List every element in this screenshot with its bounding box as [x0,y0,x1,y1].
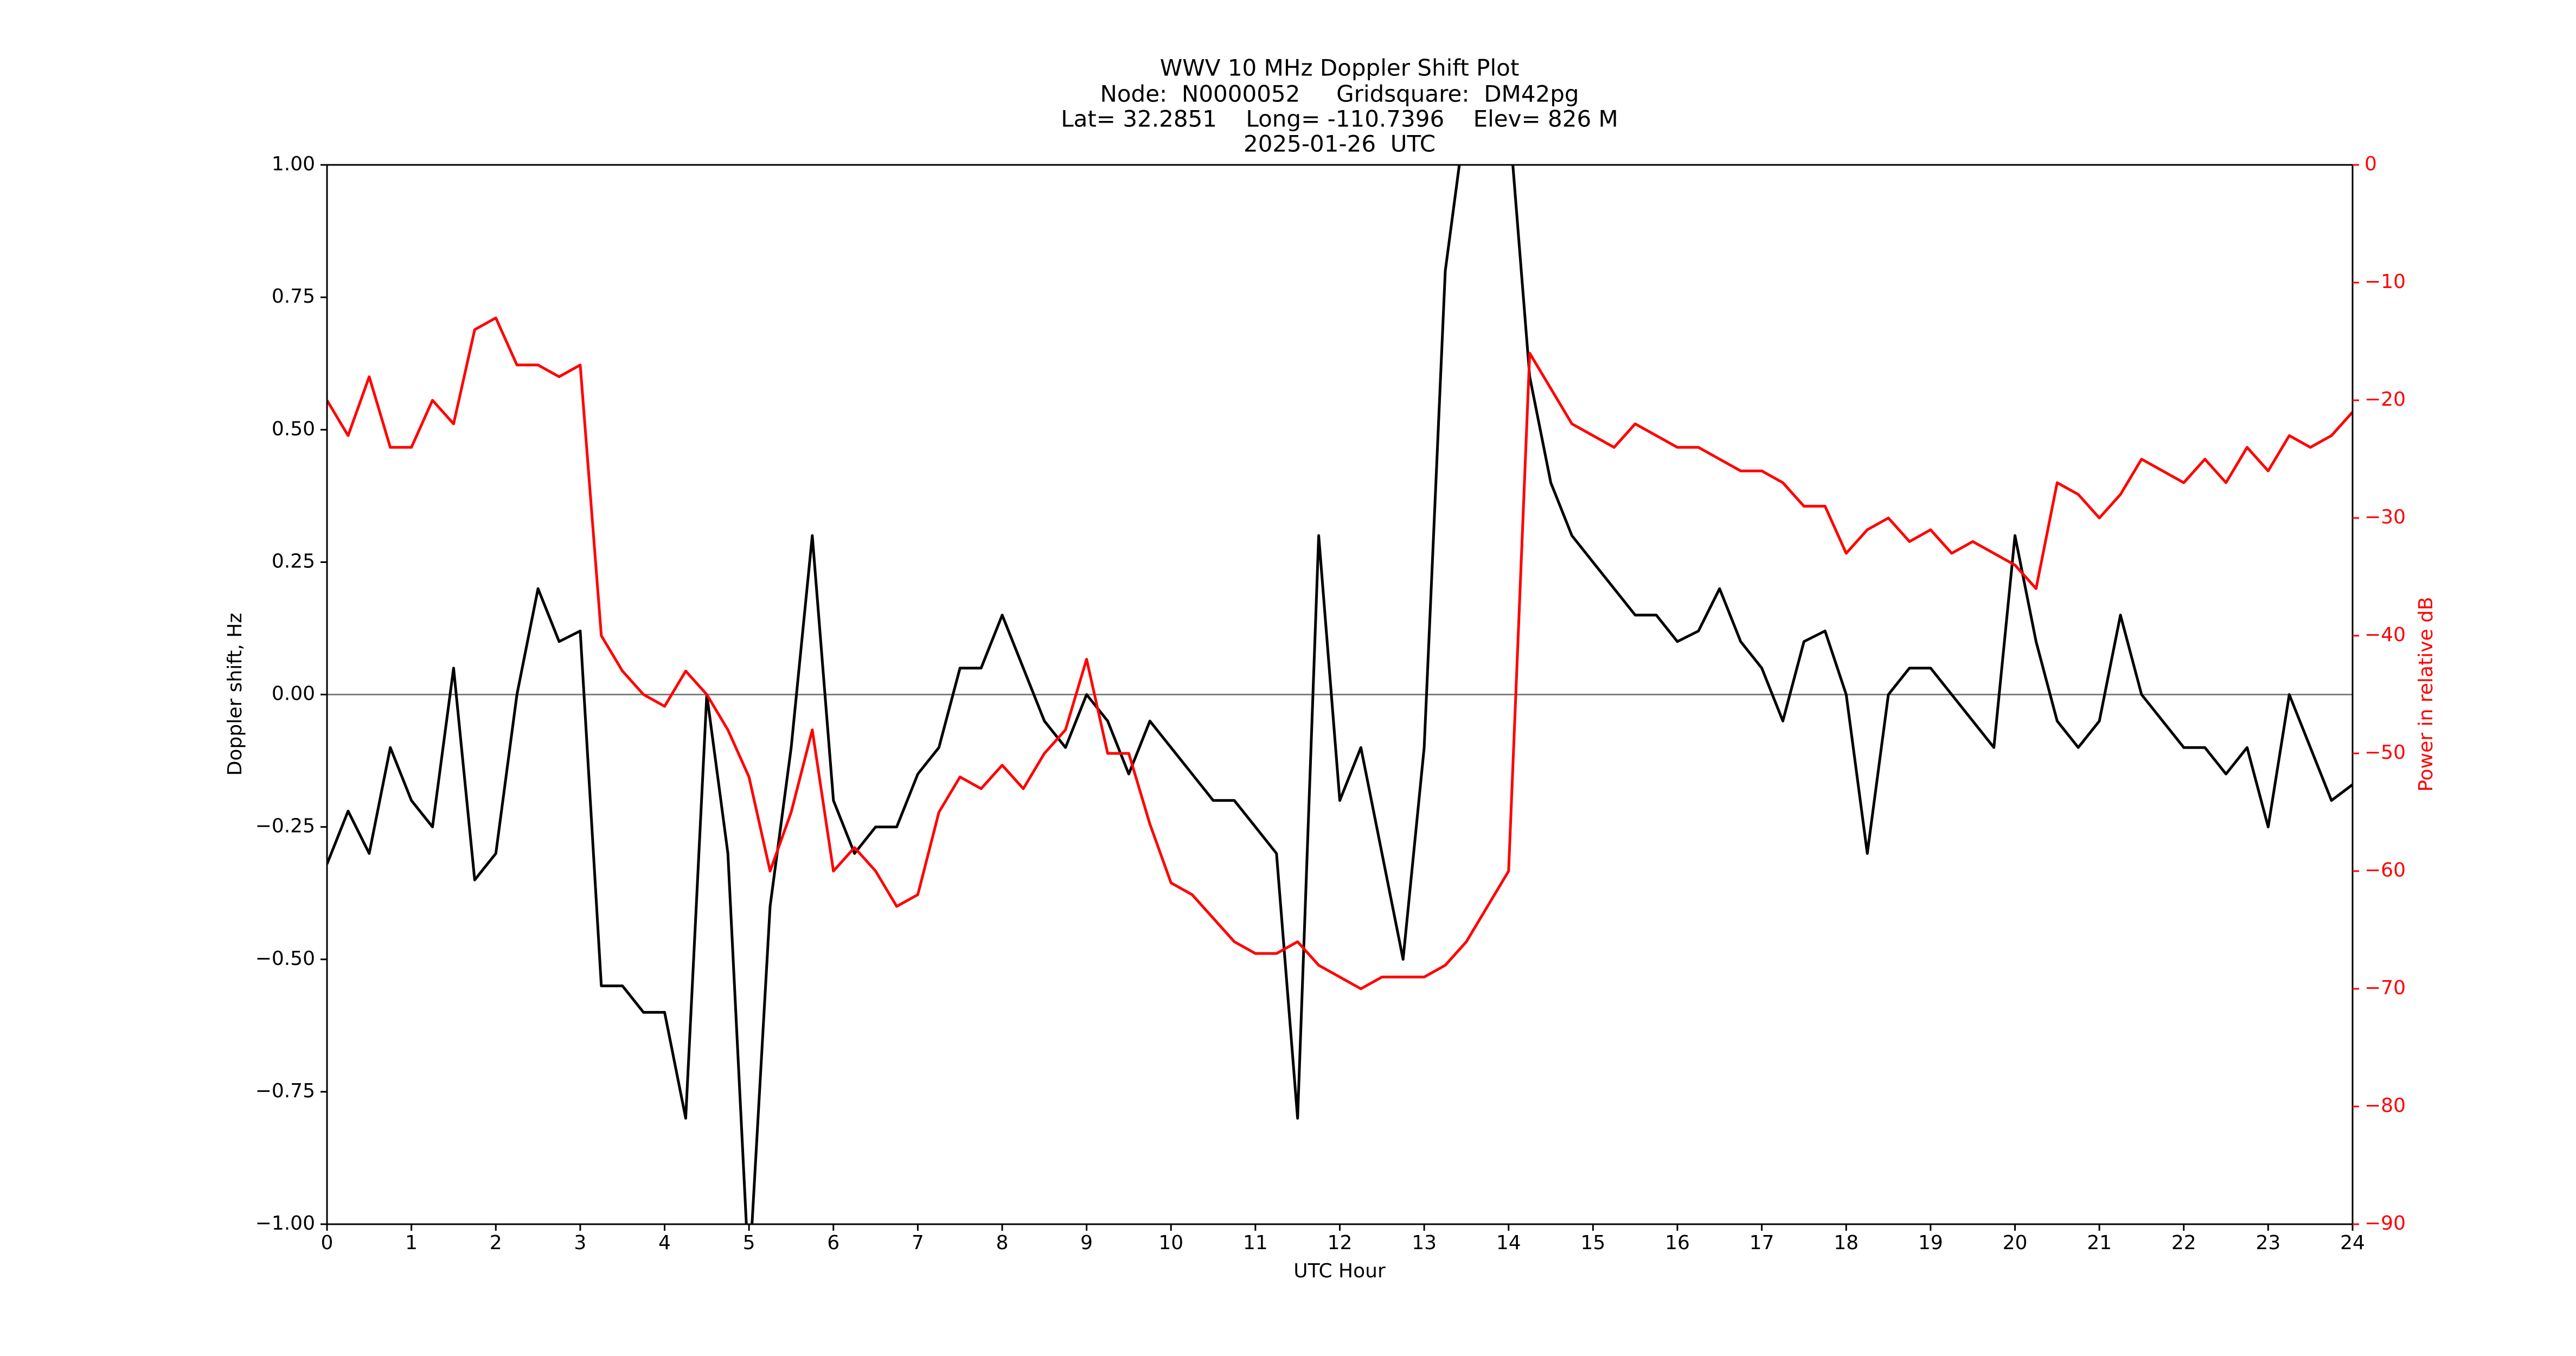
x-tick-label: 2 [490,1232,502,1254]
x-tick-label: 1 [405,1232,418,1254]
y-tick-label: 1.00 [272,153,315,175]
y-tick-label: 0.25 [272,550,315,572]
chart-subtitle: Node: N0000052 Gridsquare: DM42pg [1100,81,1579,107]
y2-tick-label: −80 [2364,1095,2406,1117]
x-tick-label: 16 [1665,1232,1690,1254]
x-tick-label: 13 [1412,1232,1437,1254]
y-axis-label: Doppler shift, Hz [224,613,246,776]
y-tick-label: −0.50 [255,948,315,970]
x-tick-label: 20 [2003,1232,2028,1254]
y-tick-label: −0.25 [255,815,315,837]
series-line [327,316,2353,990]
series-line [327,165,2353,1224]
y2-tick-label: −60 [2364,859,2406,881]
chart-subtitle: Lat= 32.2851 Long= -110.7396 Elev= 826 M [1061,106,1618,132]
x-tick-label: 19 [1918,1232,1943,1254]
y2-tick-label: −10 [2364,271,2406,293]
y2-tick-label: −30 [2364,506,2406,528]
x-tick-label: 11 [1243,1232,1268,1254]
y2-axis-label: Power in relative dB [2415,597,2437,791]
y-tick-label: −1.00 [255,1212,315,1235]
y2-tick-label: −40 [2364,624,2406,646]
x-tick-label: 9 [1080,1232,1093,1254]
x-tick-label: 14 [1496,1232,1521,1254]
y2-tick-label: 0 [2364,153,2377,175]
x-tick-label: 0 [321,1232,334,1254]
y2-tick-label: −90 [2364,1212,2406,1235]
x-tick-label: 18 [1834,1232,1859,1254]
x-tick-label: 6 [827,1232,840,1254]
y2-tick-label: −70 [2364,977,2406,999]
x-tick-label: 10 [1158,1232,1183,1254]
y-tick-label: 0.00 [272,683,315,705]
y-tick-label: 0.75 [272,285,315,308]
x-tick-label: 22 [2171,1232,2196,1254]
chart-subtitle: 2025-01-26 UTC [1244,131,1436,157]
x-axis-label: UTC Hour [1293,1260,1386,1282]
x-tick-label: 7 [912,1232,924,1254]
y-tick-label: −0.75 [255,1080,315,1102]
x-tick-label: 15 [1580,1232,1605,1254]
x-tick-label: 3 [574,1232,586,1254]
x-tick-label: 12 [1328,1232,1353,1254]
x-tick-label: 5 [743,1232,755,1254]
x-tick-label: 17 [1750,1232,1774,1254]
x-tick-label: 24 [2340,1232,2365,1254]
x-tick-label: 4 [658,1232,671,1254]
y2-tick-label: −20 [2364,388,2406,411]
x-tick-label: 23 [2255,1232,2280,1254]
x-tick-label: 8 [996,1232,1009,1254]
x-tick-label: 21 [2087,1232,2112,1254]
chart-title: WWV 10 MHz Doppler Shift Plot [1160,55,1520,81]
y-tick-label: 0.50 [272,418,315,440]
y2-tick-label: −50 [2364,741,2406,764]
plot-area [327,165,2353,1224]
